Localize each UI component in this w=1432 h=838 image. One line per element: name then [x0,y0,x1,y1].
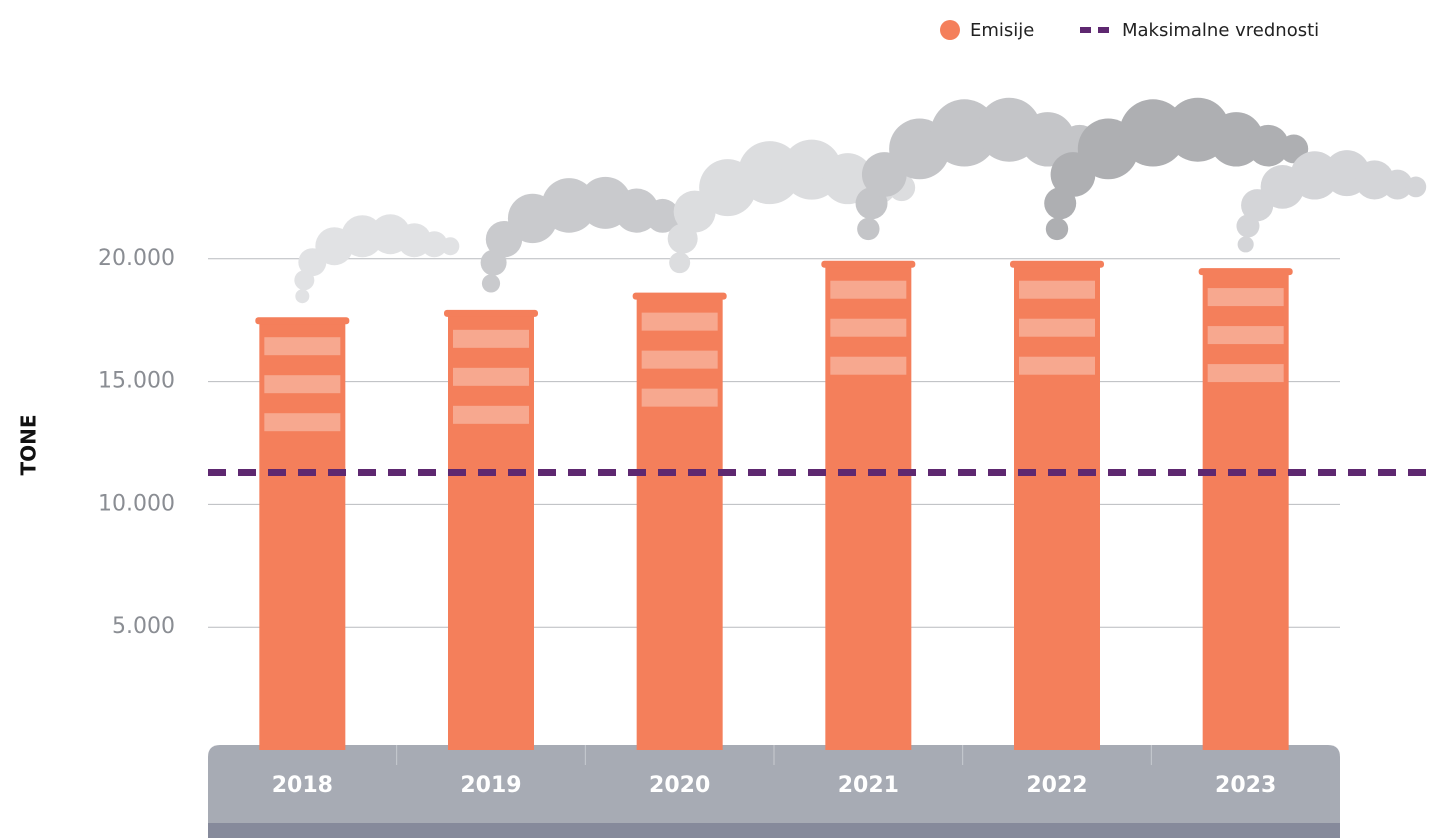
smoke [481,274,501,293]
y-tick-label: 10.000 [98,491,175,516]
y-tick-label: 15.000 [98,369,175,394]
y-axis-label: TONE [17,414,41,475]
x-tick-label: 2022 [1026,773,1087,798]
bar [1014,263,1100,750]
chimney-stripe [830,280,907,299]
smoke [1045,217,1069,241]
chimney-stripe [830,356,907,375]
chimney-stripe [641,312,718,331]
band-shadow [208,823,1340,838]
chimney-stripe [830,318,907,337]
legend-label: Maksimalne vrednosti [1122,20,1319,41]
y-tick-label: 5.000 [112,614,175,639]
chimney-stripe [641,350,718,369]
smoke [421,231,448,258]
smoke [857,217,880,241]
chimney-stripe [1019,356,1095,375]
smoke [441,237,460,256]
bar [1202,271,1289,750]
chimney-cap [444,309,538,317]
category-band [208,745,1340,838]
x-tick-label: 2023 [1215,773,1276,798]
chimney-cap [255,317,350,325]
chimney-stripe [1207,288,1284,307]
chimney-stripe [264,337,341,356]
smoke [1405,176,1427,198]
x-tick-label: 2020 [649,773,710,798]
x-tick-label: 2019 [460,773,521,798]
chimney-stripe [264,413,341,432]
chimney-cap [1010,260,1104,268]
chimney-stripe [1019,318,1095,337]
chimney-stripe [641,388,718,407]
smoke [1382,169,1413,200]
chimney-stripe [453,329,529,348]
chimney-cap [632,292,727,300]
bar [448,312,534,750]
smoke [645,198,680,233]
base [208,745,1340,838]
x-tick-label: 2021 [838,773,899,798]
chimney-stripe [1207,364,1284,383]
bar [636,295,723,750]
smoke [1237,236,1254,253]
bar [259,320,346,750]
legend-swatch [940,20,960,40]
legend-label: Emisije [970,20,1034,41]
chimney-stripe [453,405,529,424]
smoke [295,289,310,304]
chimney-stripe [1207,326,1284,345]
chimney-cap [821,260,916,268]
y-tick-label: 20.000 [98,246,175,271]
x-tick-label: 2018 [272,773,333,798]
chimney-cap [1198,268,1293,276]
chimney-stripe [453,367,529,386]
smoke [1247,124,1289,167]
bar [825,263,912,750]
chimney-stripe [264,375,341,394]
smoke [669,252,691,274]
chimney-stripe [1019,280,1095,299]
